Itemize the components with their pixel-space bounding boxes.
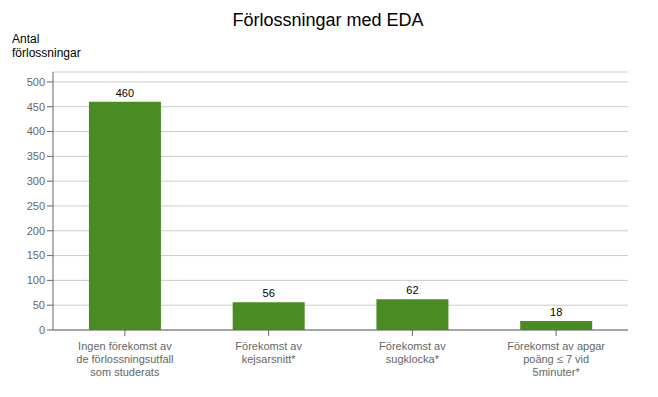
svg-text:100: 100 [27, 274, 45, 286]
html-text:förlossningar: förlossningar [12, 46, 81, 60]
svg-text:250: 250 [27, 200, 45, 212]
svg-text:56: 56 [263, 287, 275, 299]
svg-text:200: 200 [27, 225, 45, 237]
svg-text:50: 50 [33, 299, 45, 311]
svg-text:Förekomst av apgarpoäng ≤ 7 vi: Förekomst av apgarpoäng ≤ 7 vid5minuter* [507, 340, 605, 378]
svg-text:400: 400 [27, 125, 45, 137]
svg-text:Ingen förekomst avde förlossni: Ingen förekomst avde förlossningsutfalls… [76, 340, 173, 378]
html-text:Antal: Antal [12, 32, 40, 46]
svg-text:450: 450 [27, 101, 45, 113]
svg-text:460: 460 [116, 87, 134, 99]
svg-text:350: 350 [27, 150, 45, 162]
svg-text:500: 500 [27, 76, 45, 88]
svg-text:0: 0 [39, 324, 45, 336]
svg-text:62: 62 [406, 284, 418, 296]
svg-text:300: 300 [27, 175, 45, 187]
html-text:Förlossningar med EDA: Förlossningar med EDA [232, 10, 424, 30]
svg-text:150: 150 [27, 249, 45, 261]
svg-text:Förekomst avsugklocka*: Förekomst avsugklocka* [379, 340, 446, 365]
svg-text:18: 18 [550, 306, 562, 318]
svg-text:Förekomst avkejsarsnitt*: Förekomst avkejsarsnitt* [235, 340, 302, 365]
